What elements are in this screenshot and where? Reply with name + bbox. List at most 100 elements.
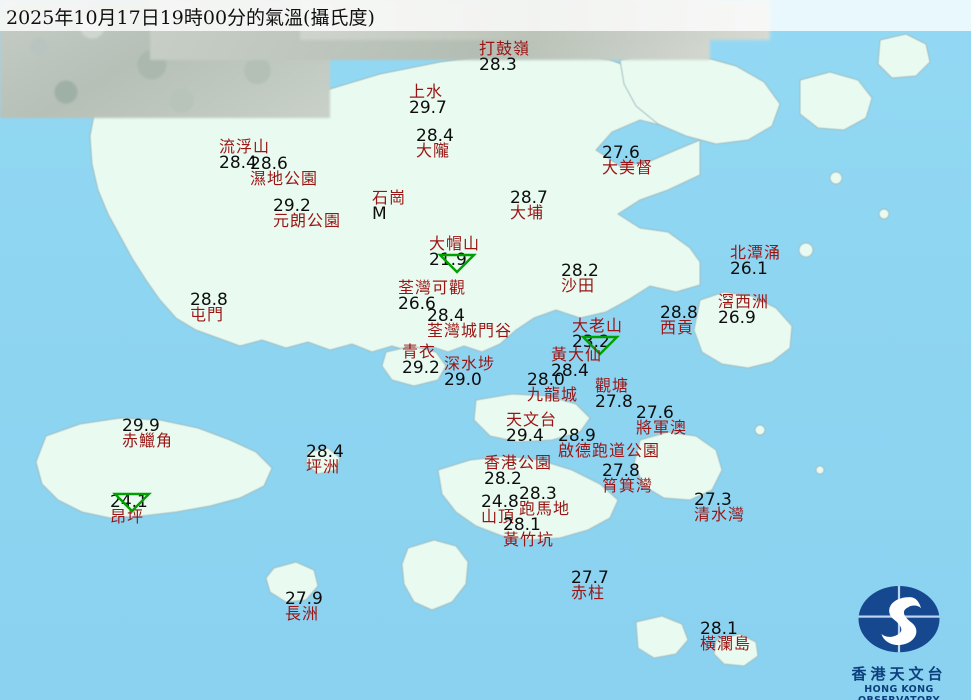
station-label: 28.7 大埔 [510, 189, 548, 223]
station-temperature-value: 28.2 [484, 469, 522, 490]
station-name: 大帽山 [429, 234, 481, 253]
station-label: 28.2 沙田 [561, 261, 599, 295]
station-temperature-value: 28.4 [427, 306, 465, 326]
station-name: 元朗公園 [273, 211, 342, 231]
station-name: 將軍澳 [636, 418, 688, 438]
station-name: 大美督 [602, 158, 654, 178]
station-temperature-value: 27.8 [602, 461, 640, 481]
station-name: 西貢 [660, 318, 695, 338]
station-label: 荃灣可觀 26.6 [398, 278, 467, 315]
station-name: 坪洲 [306, 457, 341, 477]
station-name: 黃竹坑 [503, 530, 555, 550]
station-label: 27.9 長洲 [285, 589, 323, 624]
station-temperature-value: 28.1 [503, 515, 541, 535]
station-label: 天文台 29.4 [506, 410, 558, 446]
hko-logo: 香港天文台 HONG KONG OBSERVATORY [833, 584, 965, 700]
station-label: 28.8 屯門 [190, 290, 228, 324]
station-label: 28.6 濕地公園 [250, 154, 319, 189]
station-label: 28.1 黃竹坑 [503, 515, 555, 550]
station-name: 石崗 [372, 188, 407, 207]
station-name: 筲箕灣 [602, 476, 654, 496]
station-temperature-value: 27.9 [285, 589, 323, 609]
station-temperature-value: 26.1 [730, 259, 768, 280]
station-label: 28.8 西貢 [660, 303, 698, 338]
station-temperature-value: 28.8 [190, 290, 228, 310]
station-name: 大老山 [572, 316, 624, 335]
station-label: 27.7 赤柱 [571, 568, 609, 603]
station-name: 北潭涌 [730, 243, 782, 262]
station-temperature-value: 28.4 [416, 126, 454, 146]
station-name: 深水埗 [444, 354, 496, 373]
station-label: 27.6 大美督 [602, 143, 654, 178]
station-temperature-value: M [372, 204, 387, 225]
station-name: 橫瀾島 [700, 634, 752, 654]
station-temperature-value: 29.9 [122, 416, 160, 436]
station-temperature-value: 28.6 [250, 154, 288, 174]
station-name: 跑馬地 [519, 499, 571, 519]
station-temperature-value: 28.3 [479, 55, 517, 76]
station-name: 濕地公園 [250, 169, 319, 189]
station-label: 28.4 荃灣城門谷 [427, 306, 513, 341]
station-temperature-value: 28.4 [551, 361, 589, 382]
low-temperature-triangle-marker [112, 492, 152, 513]
station-label: 29.2 元朗公園 [273, 196, 342, 231]
station-name: 香港公園 [484, 453, 553, 472]
station-temperature-value: 26.9 [718, 308, 756, 329]
logo-name-en: HONG KONG OBSERVATORY [858, 684, 940, 700]
station-temperature-value: 26.6 [398, 294, 436, 315]
station-label: 28.0 九龍城 [527, 371, 579, 405]
station-label: 28.3 跑馬地 [519, 485, 571, 519]
station-label: 石崗 M [372, 188, 407, 225]
station-label: 28.4 坪洲 [306, 442, 344, 477]
station-name: 啟德跑道公園 [558, 441, 661, 461]
station-temperature-value: 27.6 [636, 403, 674, 423]
station-temperature-value: 29.2 [402, 358, 440, 379]
station-temperature-value: 28.9 [558, 426, 596, 446]
station-name: 赤柱 [571, 583, 606, 603]
station-temperature-value: 24.8 [481, 492, 519, 512]
station-name: 觀塘 [595, 376, 630, 395]
station-name: 青衣 [402, 342, 437, 361]
low-temperature-triangle-marker [437, 253, 477, 274]
station-label: 香港公園 28.2 [484, 453, 553, 490]
station-temperature-value: 28.4 [306, 442, 344, 462]
station-name: 流浮山 [219, 137, 271, 156]
station-name: 長洲 [285, 604, 320, 624]
station-name: 大埔 [510, 203, 545, 223]
station-temperature-value: 28.2 [561, 261, 599, 281]
station-name: 天文台 [506, 410, 558, 429]
station-temperature-value: 27.3 [694, 490, 732, 510]
station-label: 28.4 大隴 [416, 126, 454, 161]
page-title: 2025年10月17日19時00分的氣溫(攝氏度) [6, 7, 375, 29]
low-temperature-triangle-marker [580, 335, 620, 356]
station-label: 打鼓嶺 28.3 [479, 39, 531, 76]
station-label: 27.6 將軍澳 [636, 403, 688, 438]
station-label: 觀塘 27.8 [595, 376, 633, 412]
station-label: 深水埗 29.0 [444, 354, 496, 391]
station-name: 赤鱲角 [122, 431, 174, 451]
station-label: 上水 29.7 [409, 82, 447, 118]
station-name: 滘西洲 [718, 292, 770, 311]
station-label: 青衣 29.2 [402, 342, 440, 379]
station-name: 上水 [409, 82, 444, 101]
station-label: 29.9 赤鱲角 [122, 416, 174, 451]
station-name: 打鼓嶺 [479, 39, 531, 58]
station-temperature-value: 27.7 [571, 568, 609, 588]
station-label: 28.9 啟德跑道公園 [558, 426, 661, 461]
station-label: 北潭涌 26.1 [730, 243, 782, 280]
station-label: 28.1 橫瀾島 [700, 620, 752, 654]
logo-name-cn: 香港天文台 [851, 665, 947, 683]
station-name: 九龍城 [527, 385, 579, 405]
station-label: 27.8 筲箕灣 [602, 461, 654, 496]
station-name: 昂坪 [110, 507, 145, 527]
station-label: 滘西洲 26.9 [718, 292, 770, 329]
station-name: 大隴 [416, 141, 451, 161]
station-temperature-value: 29.2 [273, 196, 311, 216]
station-name: 荃灣城門谷 [427, 321, 513, 341]
station-name: 荃灣可觀 [398, 278, 467, 297]
hko-logo-icon [858, 586, 940, 653]
station-temperature-value: 27.6 [602, 143, 640, 163]
station-temperature-value: 28.8 [660, 303, 698, 323]
station-temperature-value: 29.0 [444, 370, 482, 391]
